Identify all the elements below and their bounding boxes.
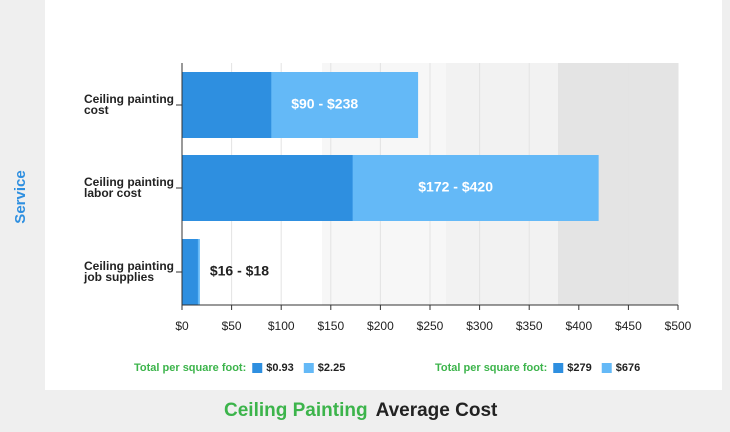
category-label: Ceiling painting job supplies — [84, 259, 174, 284]
x-tick-label: $200 — [367, 319, 394, 333]
legend-swatch — [303, 363, 314, 373]
legend-swatch — [252, 363, 263, 373]
legend-title: Total per square foot: — [134, 362, 246, 374]
bar-low — [182, 155, 353, 221]
x-tick-label: $450 — [615, 319, 642, 333]
legend-title: Total per square foot: — [435, 362, 547, 374]
footer-title: Ceiling Painting — [224, 400, 368, 421]
legend-swatch — [601, 363, 612, 373]
footer-band — [45, 390, 722, 432]
x-tick-label: $250 — [417, 319, 444, 333]
footer-subtitle: Average Cost — [376, 400, 498, 421]
right-strip — [722, 0, 730, 432]
x-tick-label: $100 — [268, 319, 295, 333]
x-tick-label: $0 — [175, 319, 189, 333]
footer: Ceiling Painting Average Cost — [224, 400, 498, 421]
x-tick-label: $500 — [665, 319, 692, 333]
value-label: $90 - $238 — [291, 96, 358, 112]
x-tick-label: $400 — [565, 319, 592, 333]
x-tick-label: $50 — [222, 319, 242, 333]
legend-item: $2.25 — [318, 362, 346, 374]
legend-swatch — [553, 363, 564, 373]
value-label: $16 - $18 — [210, 263, 269, 279]
x-tick-label: $150 — [317, 319, 344, 333]
bar-low — [182, 72, 272, 138]
bar-low — [182, 239, 198, 305]
side-strip — [0, 0, 45, 432]
legend-item: $676 — [616, 362, 640, 374]
category-label: Ceiling painting cost — [84, 92, 174, 117]
x-tick-label: $350 — [516, 319, 543, 333]
category-label: Ceiling painting labor cost — [84, 175, 174, 200]
y-axis-label: Service — [12, 170, 29, 223]
value-label: $172 - $420 — [418, 179, 493, 195]
legend-item: $279 — [567, 362, 591, 374]
legend-item: $0.93 — [266, 362, 294, 374]
x-tick-label: $300 — [466, 319, 493, 333]
